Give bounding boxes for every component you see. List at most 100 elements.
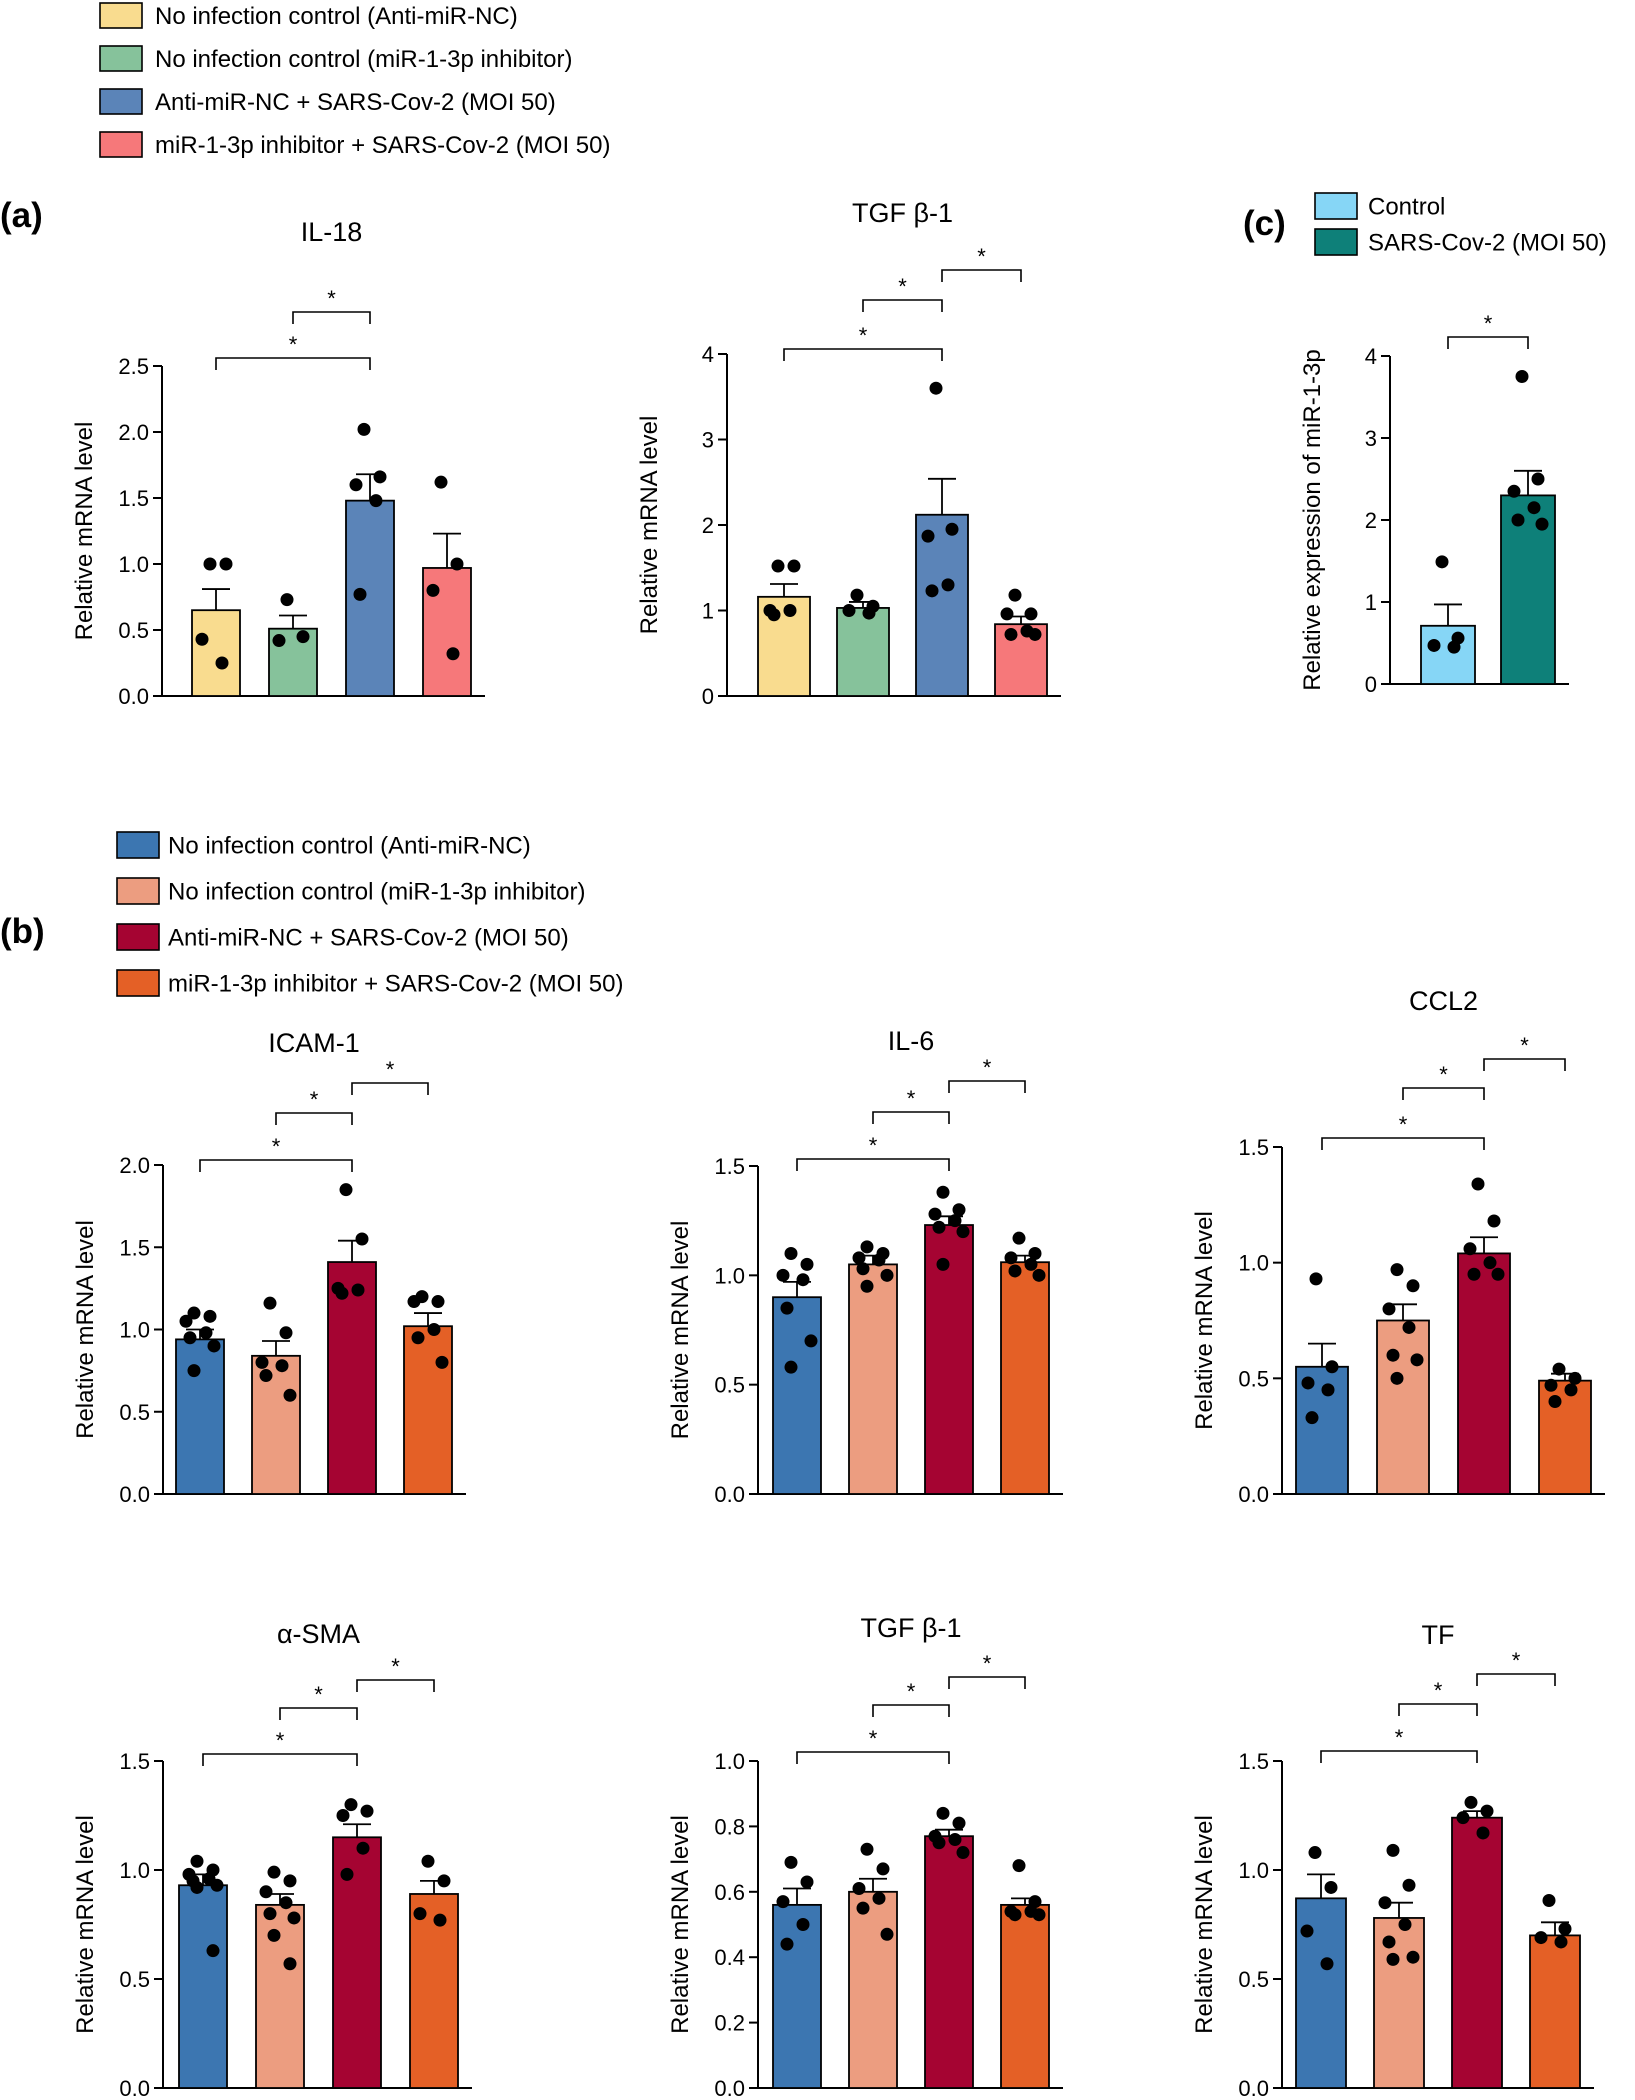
chart-title-b-tf: TF: [1422, 1620, 1455, 1650]
data-point-b-il6-2-6: [936, 1257, 950, 1271]
y-tick-label-b-icam1-1: 0.5: [119, 1400, 150, 1425]
data-point-b-il6-2-1: [952, 1203, 966, 1217]
y-tick-label-b-ccl2-0: 0.0: [1238, 1482, 1269, 1507]
legend-b-swatch-3: [116, 969, 160, 997]
legend-b-swatch-1: [116, 877, 160, 905]
y-tick-label-b-tgfb1-0: 0.0: [714, 2076, 745, 2100]
significance-bracket-a-tgfb1-1: [862, 299, 943, 312]
data-point-b-tgfb1-3-5: [1032, 1908, 1046, 1922]
significance-bracket-b-tf-0: [1320, 1750, 1478, 1763]
significance-bracket-a-tgfb1-2: [941, 269, 1022, 282]
significance-bracket-b-asma-1: [279, 1707, 358, 1720]
legend-b-label-1: No infection control (miR-1-3p inhibitor…: [168, 879, 586, 906]
significance-bracket-a-il18-1: [292, 311, 371, 324]
charts: IL-18 Relative mRNA level 0.0 0.5 1.0 1.5 2.0 2…: [71, 198, 1605, 2100]
y-tick-label-b-ccl2-3: 1.5: [1238, 1135, 1269, 1160]
data-point-b-il6-0-6: [784, 1360, 798, 1374]
significance-label-a-il18-1: *: [327, 286, 336, 311]
y-tick-label-a-tgfb1-2: 2: [702, 513, 714, 538]
data-point-b-asma-2-3: [356, 1841, 370, 1855]
legend-b-swatch-2: [116, 923, 160, 951]
y-tick-label-a-il18-4: 2.0: [118, 420, 149, 445]
y-tick-label-b-asma-1: 0.5: [119, 1967, 150, 1992]
chart-title-b-ccl2: CCL2: [1409, 986, 1478, 1016]
data-point-b-tgfb1-2-1: [952, 1816, 966, 1830]
legend-c-label-1: SARS-Cov-2 (MOI 50): [1368, 230, 1607, 257]
data-point-b-il6-1-6: [860, 1279, 874, 1293]
panel-label-c: (c): [1243, 204, 1286, 243]
significance-bracket-b-icam1-1: [275, 1112, 353, 1125]
data-point-b-asma-1-2: [259, 1885, 273, 1899]
y-tick-label-a-tgfb1-0: 0: [702, 684, 714, 709]
data-point-b-ccl2-3-4: [1548, 1394, 1562, 1408]
data-point-b-ccl2-1-3: [1402, 1320, 1416, 1334]
data-point-b-il6-0-0: [784, 1246, 798, 1260]
data-point-b-tgfb1-2-4: [932, 1836, 946, 1850]
y-tick-label-b-ccl2-1: 0.5: [1238, 1366, 1269, 1391]
data-point-b-icam1-3-5: [435, 1355, 449, 1369]
bar-b-ccl2-2: [1457, 1252, 1511, 1495]
bar-b-tf-2: [1451, 1816, 1503, 2089]
data-point-b-asma-3-2: [413, 1907, 427, 1921]
y-tick-label-a-il18-1: 0.5: [118, 618, 149, 643]
significance-label-b-tf-0: *: [1395, 1725, 1404, 1750]
y-tick-label-b-asma-3: 1.5: [119, 1749, 150, 1774]
data-point-b-asma-2-1: [360, 1804, 374, 1818]
data-point-b-tgfb1-2-5: [956, 1846, 970, 1860]
data-point-b-tgfb1-0-2: [776, 1895, 790, 1909]
data-point-b-ccl2-0-3: [1321, 1383, 1335, 1397]
data-point-b-tf-0-2: [1300, 1924, 1314, 1938]
data-point-b-icam1-0-5: [207, 1339, 221, 1353]
data-point-b-il6-2-5: [956, 1225, 970, 1239]
data-point-a-tgfb1-3-5: [1028, 627, 1042, 641]
data-point-a-il18-0-3: [215, 656, 229, 670]
data-point-b-icam1-1-1: [279, 1326, 293, 1340]
data-point-a-tgfb1-1-0: [850, 588, 864, 602]
data-point-b-ccl2-0-1: [1325, 1360, 1339, 1374]
data-point-b-asma-1-1: [283, 1874, 297, 1888]
chart-b-tf: TF Relative mRNA level 0.0 0.5 1.0 1.5 * * *: [1191, 1620, 1594, 2100]
data-point-a-tgfb1-0-3: [783, 604, 797, 617]
significance-label-b-tgfb1-0: *: [869, 1726, 878, 1751]
data-point-b-tgfb1-1-4: [856, 1901, 870, 1915]
y-axis-label-b-tf: Relative mRNA level: [1191, 1815, 1218, 2034]
data-point-b-tf-1-6: [1386, 1952, 1400, 1966]
significance-bracket-b-tf-1: [1398, 1703, 1478, 1716]
chart-b-ccl2: CCL2 Relative mRNA level 0.0 0.5 1.0 1.5 * * *: [1191, 986, 1605, 1507]
data-point-a-tgfb1-2-2: [921, 529, 935, 543]
significance-bracket-b-asma-0: [202, 1753, 358, 1766]
data-point-b-il6-1-5: [880, 1268, 894, 1282]
significance-label-b-icam1-1: *: [310, 1087, 319, 1112]
significance-bracket-c-mir13p-0: [1447, 336, 1529, 349]
data-point-b-icam1-0-6: [187, 1364, 201, 1378]
bar-b-icam1-3: [403, 1325, 453, 1495]
significance-bracket-b-ccl2-0: [1321, 1137, 1485, 1150]
data-point-b-il6-2-2: [928, 1207, 942, 1221]
data-point-b-icam1-0-1: [203, 1309, 217, 1323]
bar-b-il6-3: [1000, 1261, 1050, 1495]
significance-bracket-b-icam1-2: [351, 1082, 429, 1095]
y-tick-label-b-tf-2: 1.0: [1238, 1858, 1269, 1883]
data-point-c-mir13p-1-0: [1515, 370, 1529, 383]
significance-label-b-il6-0: *: [869, 1133, 878, 1158]
significance-label-b-asma-2: *: [391, 1654, 400, 1679]
y-tick-label-a-tgfb1-1: 1: [702, 599, 714, 624]
y-tick-label-b-icam1-0: 0.0: [119, 1482, 150, 1507]
chart-title-b-icam1: ICAM-1: [268, 1028, 360, 1058]
bar-a-il18-3: [422, 567, 472, 697]
significance-label-b-il6-1: *: [907, 1086, 916, 1111]
data-point-b-tf-1-3: [1398, 1918, 1412, 1931]
bar-b-tgfb1-1: [848, 1890, 898, 2089]
bar-b-icam1-1: [251, 1354, 301, 1495]
data-point-b-tf-2-0: [1464, 1795, 1478, 1809]
bar-b-il6-1: [848, 1263, 898, 1495]
data-point-b-ccl2-0-0: [1309, 1272, 1323, 1286]
data-point-b-il6-0-4: [780, 1301, 794, 1315]
data-point-b-tgfb1-3-0: [1012, 1859, 1026, 1873]
bar-b-il6-2: [924, 1224, 974, 1495]
data-point-a-tgfb1-2-1: [945, 522, 959, 536]
significance-label-b-ccl2-2: *: [1520, 1033, 1529, 1058]
data-point-b-icam1-3-1: [431, 1295, 445, 1309]
data-point-a-il18-3-2: [426, 583, 440, 597]
bar-b-ccl2-3: [1538, 1379, 1592, 1495]
